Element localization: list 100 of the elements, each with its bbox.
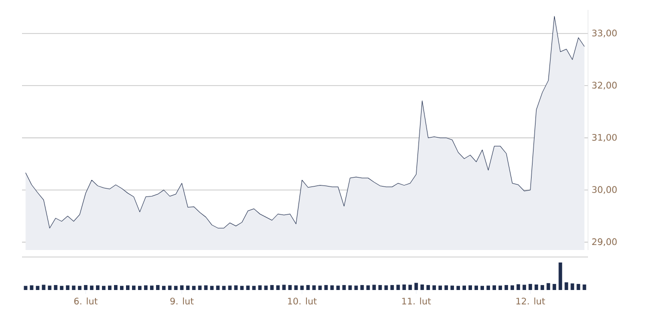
- bar: [456, 286, 460, 290]
- bar: [186, 286, 190, 290]
- bar: [390, 285, 394, 290]
- bar: [372, 284, 376, 290]
- bar: [354, 286, 358, 290]
- y-tick-label: 29,00: [592, 238, 617, 246]
- bar: [342, 285, 346, 290]
- bar: [138, 286, 142, 290]
- y-tick-label: 32,00: [592, 82, 617, 90]
- bar: [216, 286, 220, 290]
- bar: [576, 284, 580, 290]
- bar: [36, 286, 40, 290]
- bar: [198, 286, 202, 290]
- bar: [174, 286, 178, 290]
- bar: [276, 285, 280, 290]
- bar: [240, 286, 244, 290]
- bar: [546, 283, 550, 290]
- bar: [378, 285, 382, 290]
- bar: [312, 285, 316, 290]
- bar: [54, 285, 58, 290]
- bar: [420, 284, 424, 290]
- bar: [438, 286, 442, 290]
- x-tick-label: 12. lut: [516, 298, 546, 304]
- bar: [486, 286, 490, 290]
- bar: [126, 285, 130, 290]
- x-tick-label: 6. lut: [74, 298, 98, 304]
- bar: [270, 285, 274, 290]
- y-tick-label: 31,00: [592, 134, 617, 142]
- bar: [282, 284, 286, 290]
- bar: [78, 286, 82, 290]
- bar: [522, 284, 526, 290]
- bar: [258, 285, 262, 290]
- bar: [288, 285, 292, 290]
- bar: [84, 285, 88, 290]
- bar: [294, 285, 298, 290]
- bar: [90, 286, 94, 290]
- bar: [162, 286, 166, 290]
- bar: [192, 286, 196, 290]
- bar: [300, 286, 304, 290]
- bar: [132, 286, 136, 290]
- bar: [108, 286, 112, 290]
- bar: [474, 286, 478, 290]
- bar: [492, 285, 496, 290]
- bar: [534, 284, 538, 290]
- bar: [168, 286, 172, 290]
- bar: [234, 285, 238, 290]
- bar: [504, 285, 508, 290]
- bar: [72, 286, 76, 290]
- bar: [450, 286, 454, 290]
- bar: [150, 286, 154, 290]
- bar: [564, 282, 568, 290]
- bar: [114, 285, 118, 290]
- bar: [264, 286, 268, 290]
- x-tick-label: 11. lut: [402, 298, 431, 304]
- bar: [396, 284, 400, 290]
- bar: [414, 282, 418, 290]
- bar: [408, 284, 412, 290]
- bar: [252, 286, 256, 290]
- x-tick-label: 10. lut: [288, 298, 317, 304]
- bar: [324, 285, 328, 290]
- bar: [156, 285, 160, 290]
- bar: [246, 286, 250, 290]
- bar: [558, 262, 562, 290]
- bar: [432, 285, 436, 290]
- x-tick-label: 9. lut: [170, 298, 194, 304]
- bar: [540, 285, 544, 290]
- bar: [42, 284, 46, 290]
- bar: [204, 285, 208, 290]
- bar: [402, 284, 406, 290]
- bar: [318, 286, 322, 290]
- bar: [462, 286, 466, 290]
- bar: [222, 286, 226, 290]
- bar: [426, 285, 430, 290]
- bar: [582, 284, 586, 290]
- bar: [24, 286, 28, 290]
- bar: [384, 285, 388, 290]
- bar: [336, 286, 340, 290]
- bar: [552, 284, 556, 290]
- bar: [468, 285, 472, 290]
- bar: [228, 286, 232, 290]
- bar: [96, 285, 100, 290]
- bar: [66, 285, 70, 290]
- bar: [360, 285, 364, 290]
- bar: [48, 286, 52, 290]
- bar: [498, 286, 502, 290]
- bar: [510, 285, 514, 290]
- bar: [528, 284, 532, 290]
- y-tick-label: 33,00: [592, 30, 617, 38]
- bar: [480, 286, 484, 290]
- bar: [330, 285, 334, 290]
- bar: [516, 284, 520, 290]
- bar: [366, 285, 370, 290]
- y-tick-label: 30,00: [592, 186, 617, 194]
- bar: [306, 285, 310, 290]
- bar: [30, 285, 34, 290]
- bar: [180, 285, 184, 290]
- bar: [570, 283, 574, 290]
- bar: [60, 286, 64, 290]
- bar: [444, 285, 448, 290]
- bar: [102, 286, 106, 290]
